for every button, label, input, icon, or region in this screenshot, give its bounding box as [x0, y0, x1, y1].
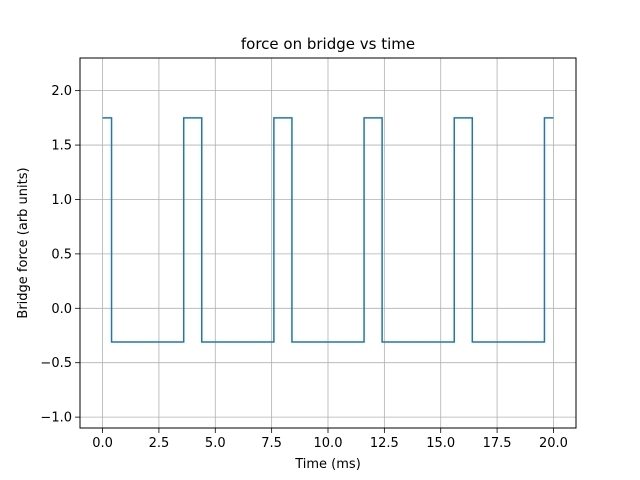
y-tick-label: 1.5: [51, 139, 72, 154]
chart-title: force on bridge vs time: [241, 35, 415, 53]
y-tick-label: −0.5: [40, 356, 72, 371]
y-tick-label: 0.0: [51, 302, 72, 317]
x-tick-label: 5.0: [205, 436, 226, 451]
x-tick-label: 10.0: [314, 436, 343, 451]
x-tick-label: 17.5: [483, 436, 512, 451]
y-tick-label: 2.0: [51, 84, 72, 99]
x-axis: 0.0 2.5 5.0 7.5 10.0 12.5 15.0 17.5 20.0: [92, 428, 568, 451]
y-tick-label: 1.0: [51, 193, 72, 208]
x-tick-label: 2.5: [149, 436, 170, 451]
y-tick-label: 0.5: [51, 247, 72, 262]
x-tick-label: 20.0: [539, 436, 568, 451]
y-tick-label: −1.0: [40, 411, 72, 426]
x-tick-label: 0.0: [92, 436, 113, 451]
grid: [80, 58, 576, 428]
series-line-0: [102, 117, 554, 343]
x-tick-label: 12.5: [370, 436, 399, 451]
series-layer: [102, 117, 554, 343]
y-axis-label: Bridge force (arb units): [16, 167, 31, 318]
x-tick-label: 15.0: [426, 436, 455, 451]
y-axis: −1.0 −0.5 0.0 0.5 1.0 1.5 2.0: [40, 84, 80, 426]
x-axis-label: Time (ms): [294, 457, 361, 472]
x-tick-label: 7.5: [261, 436, 282, 451]
